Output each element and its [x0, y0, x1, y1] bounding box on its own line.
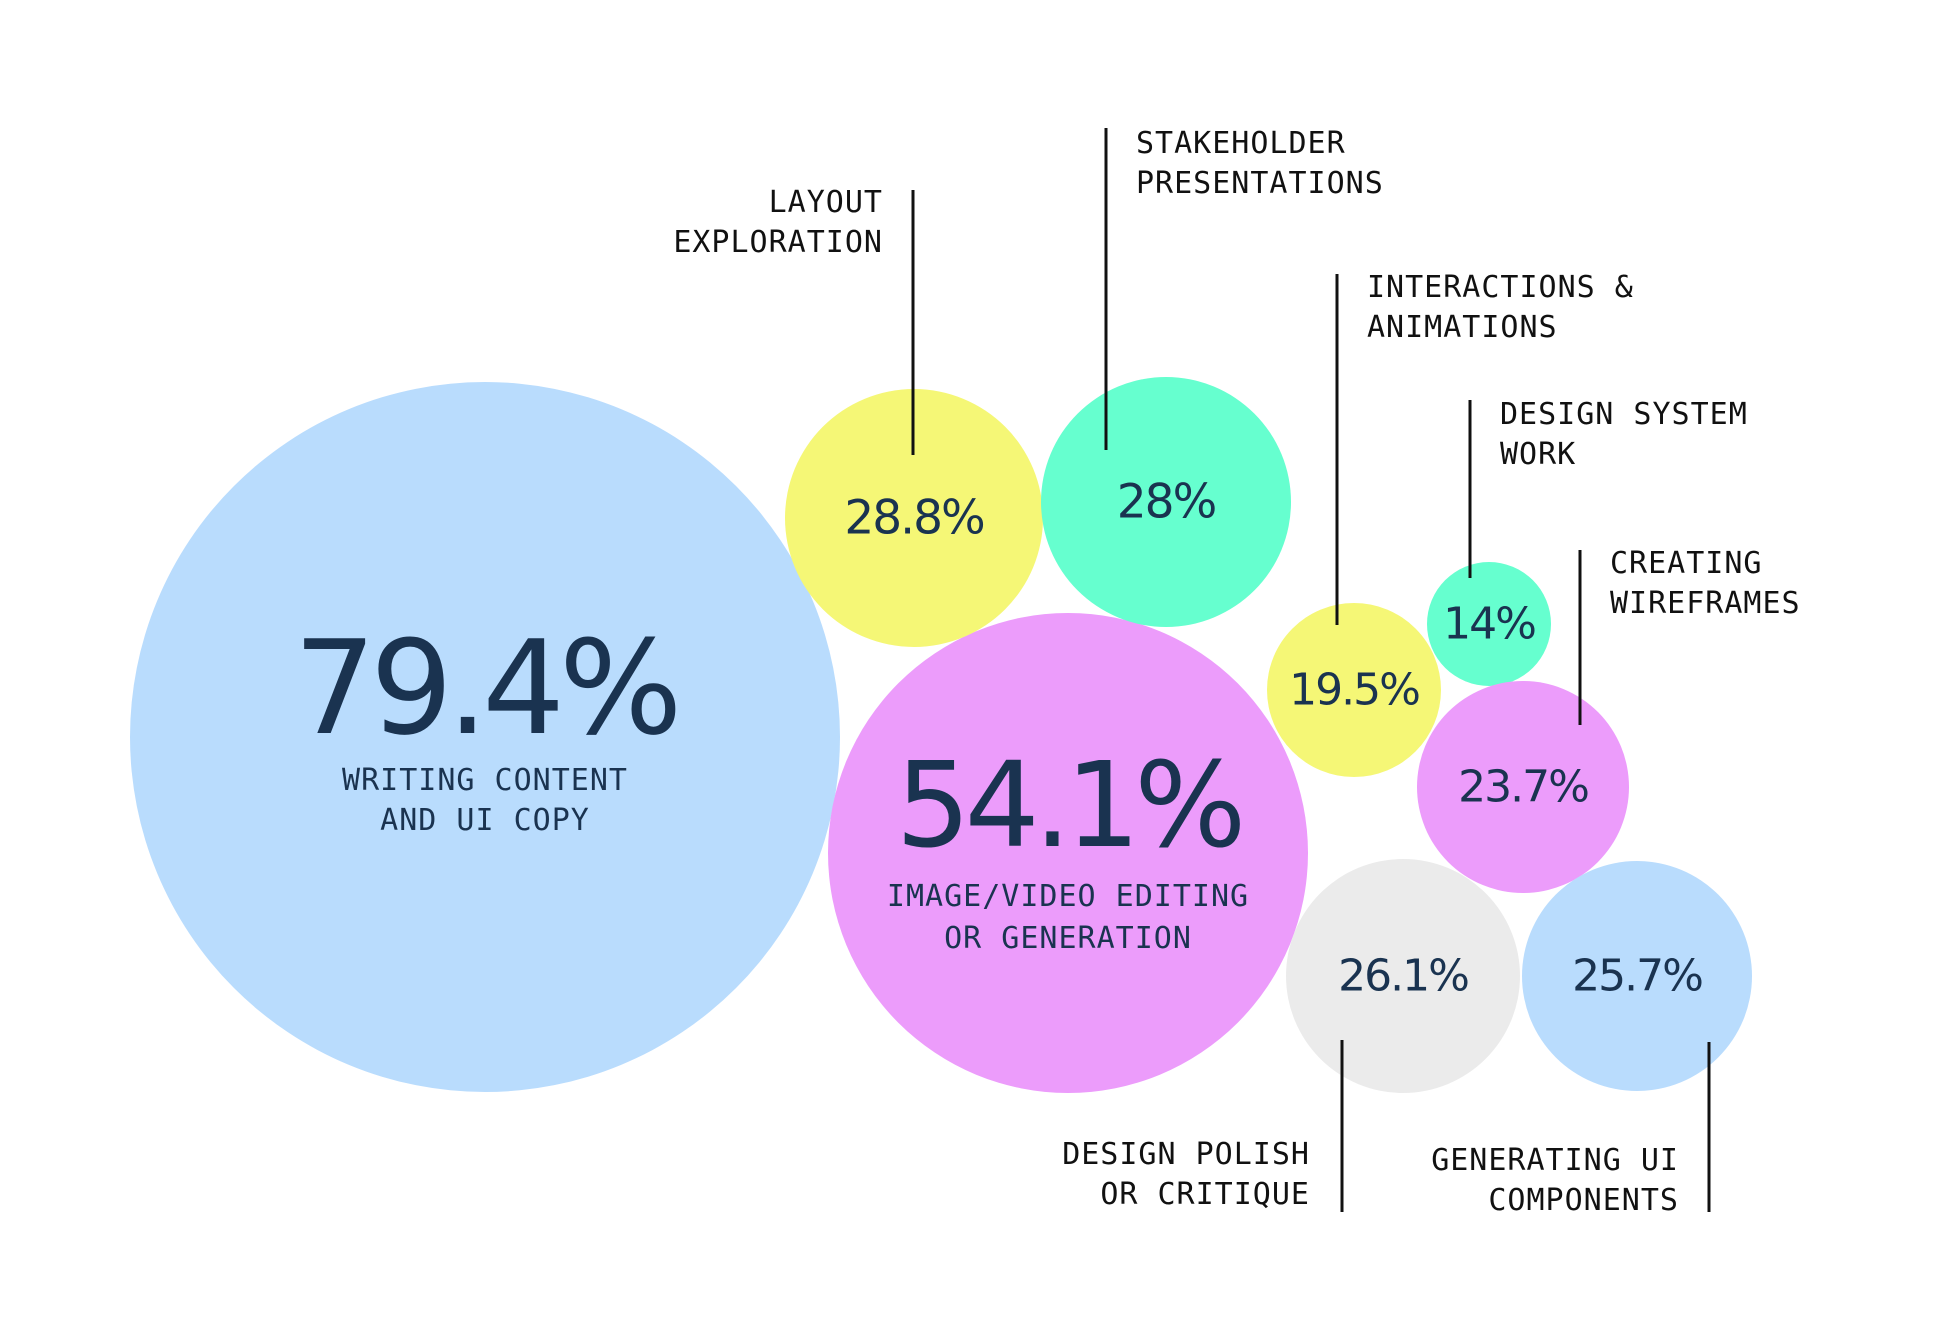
bubble-writing: [130, 382, 840, 1092]
category-label-stakeholder: STAKEHOLDER: [1136, 126, 1346, 161]
category-label-writing: AND UI COPY: [380, 803, 590, 838]
category-label-image-video: OR GENERATION: [944, 921, 1192, 956]
bubble-interactions: [1267, 603, 1441, 777]
bubble-stakeholder: [1041, 377, 1291, 627]
category-label-interactions: ANIMATIONS: [1367, 310, 1558, 345]
category-label-layout: LAYOUT: [769, 185, 883, 220]
value-label-writing: 79.4%: [294, 612, 677, 764]
category-label-wireframes: WIREFRAMES: [1610, 586, 1801, 621]
value-label-stakeholder: 28%: [1117, 475, 1216, 530]
category-label-writing: WRITING CONTENT: [342, 763, 628, 798]
bubble-image-video: [828, 613, 1308, 1093]
category-label-stakeholder: PRESENTATIONS: [1136, 166, 1384, 201]
labels: 79.4%WRITING CONTENT AND UI COPY 54.1% IMAG…: [294, 126, 1801, 1218]
value-label-layout: 28.8%: [844, 491, 984, 546]
category-label-wireframes: CREATING: [1610, 546, 1763, 581]
bubble-polish: [1286, 859, 1520, 1093]
category-label-interactions: INTERACTIONS &: [1367, 270, 1634, 305]
value-label-ui-components: 25.7%: [1572, 951, 1702, 1002]
bubble-layout: [785, 389, 1043, 647]
bubbles: [130, 377, 1752, 1093]
value-label-interactions: 19.5%: [1289, 665, 1419, 716]
leader-lines: [911, 128, 1711, 1212]
bubble-wireframes: [1417, 681, 1629, 893]
category-label-polish: DESIGN POLISH: [1062, 1137, 1310, 1172]
value-label-design-system: 14%: [1443, 599, 1535, 650]
category-label-ui-components: GENERATING UI: [1431, 1143, 1679, 1178]
value-label-image-video: 54.1%: [896, 736, 1241, 874]
bubble-ui-components: [1522, 861, 1752, 1091]
bubble-design-system: [1427, 562, 1551, 686]
category-label-design-system: WORK: [1500, 437, 1576, 472]
value-label-wireframes: 23.7%: [1458, 762, 1588, 813]
category-label-layout: EXPLORATION: [673, 225, 883, 260]
category-label-polish: OR CRITIQUE: [1100, 1177, 1310, 1212]
category-label-image-video: IMAGE/VIDEO EDITING: [887, 879, 1249, 914]
category-label-ui-components: COMPONENTS: [1488, 1183, 1679, 1218]
value-label-polish: 26.1%: [1338, 951, 1468, 1002]
category-label-design-system: DESIGN SYSTEM: [1500, 397, 1748, 432]
